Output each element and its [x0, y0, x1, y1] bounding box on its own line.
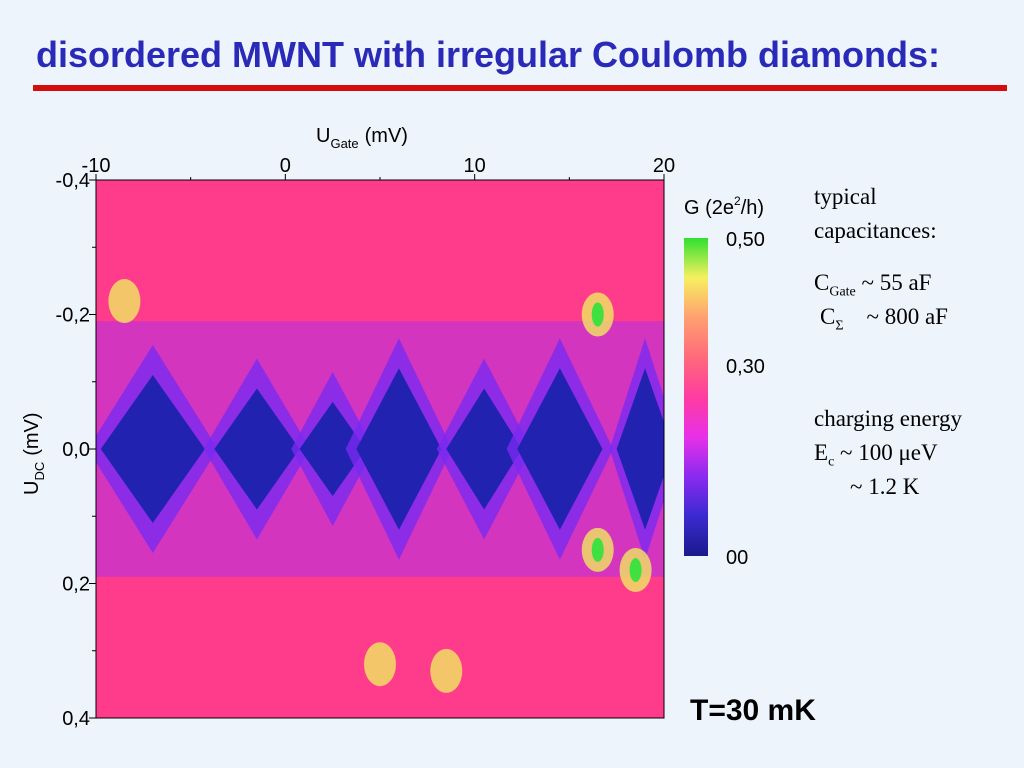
y-tick-label: -0,4 — [56, 170, 90, 192]
coulomb-diamond — [299, 401, 366, 497]
x-tick-label: 20 — [653, 155, 675, 177]
x-axis: -10 0 10 20 — [82, 155, 675, 180]
peak-conductance-spot — [591, 537, 604, 562]
x-tick-label: 10 — [464, 155, 486, 177]
coulomb-diamond — [214, 388, 300, 510]
y-tick-label: 0,2 — [62, 574, 90, 596]
note-csigma: CΣ ~ 800 aF — [820, 304, 948, 334]
y-tick-label: 0,0 — [62, 439, 90, 461]
y-tick-label: 0,4 — [62, 708, 90, 730]
page-title: disordered MWNT with irregular Coulomb d… — [36, 34, 941, 75]
peak-conductance-spot — [591, 302, 604, 327]
heatmap-features — [96, 279, 664, 693]
colorbar-tick-label: 0,30 — [726, 356, 765, 378]
high-conductance-spot — [108, 279, 141, 324]
colorbar-ticks: 0,50 0,30 00 — [726, 229, 765, 569]
y-axis: -0,4 -0,2 0,0 0,2 0,4 — [56, 170, 96, 730]
y-tick-label: -0,2 — [56, 305, 90, 327]
note-cgate: CGate ~ 55 aF — [814, 270, 932, 300]
temperature-label: T=30 mK — [690, 694, 816, 727]
note-ec: Ec ~ 100 μeV — [814, 440, 938, 470]
colorbar-tick-label: 0,50 — [726, 229, 765, 251]
note-charging-energy: charging energy — [814, 406, 962, 431]
coulomb-diamond — [356, 368, 442, 530]
x-axis-label: UGate (mV) — [316, 125, 408, 151]
note-ec-kelvin: ~ 1.2 K — [850, 474, 920, 499]
y-axis-label: UDC(mV) — [21, 412, 47, 495]
peak-conductance-spot — [629, 558, 642, 583]
colorbar-label: G (2e2/h) — [684, 194, 764, 219]
coulomb-diamond — [616, 368, 664, 530]
x-tick-label: -10 — [82, 155, 111, 177]
heatmap — [96, 180, 664, 718]
high-conductance-spot — [430, 648, 463, 693]
colorbar-tick-label: 00 — [726, 547, 748, 569]
note-capacitances: capacitances: — [814, 218, 937, 243]
title-divider — [33, 85, 1007, 91]
coulomb-diamond — [517, 368, 603, 530]
coulomb-diamond — [446, 388, 522, 510]
high-conductance-spot — [364, 642, 396, 687]
x-tick-label: 0 — [280, 155, 291, 177]
colorbar — [684, 238, 708, 556]
coulomb-diamond — [100, 375, 205, 523]
note-typical: typical — [814, 184, 877, 209]
